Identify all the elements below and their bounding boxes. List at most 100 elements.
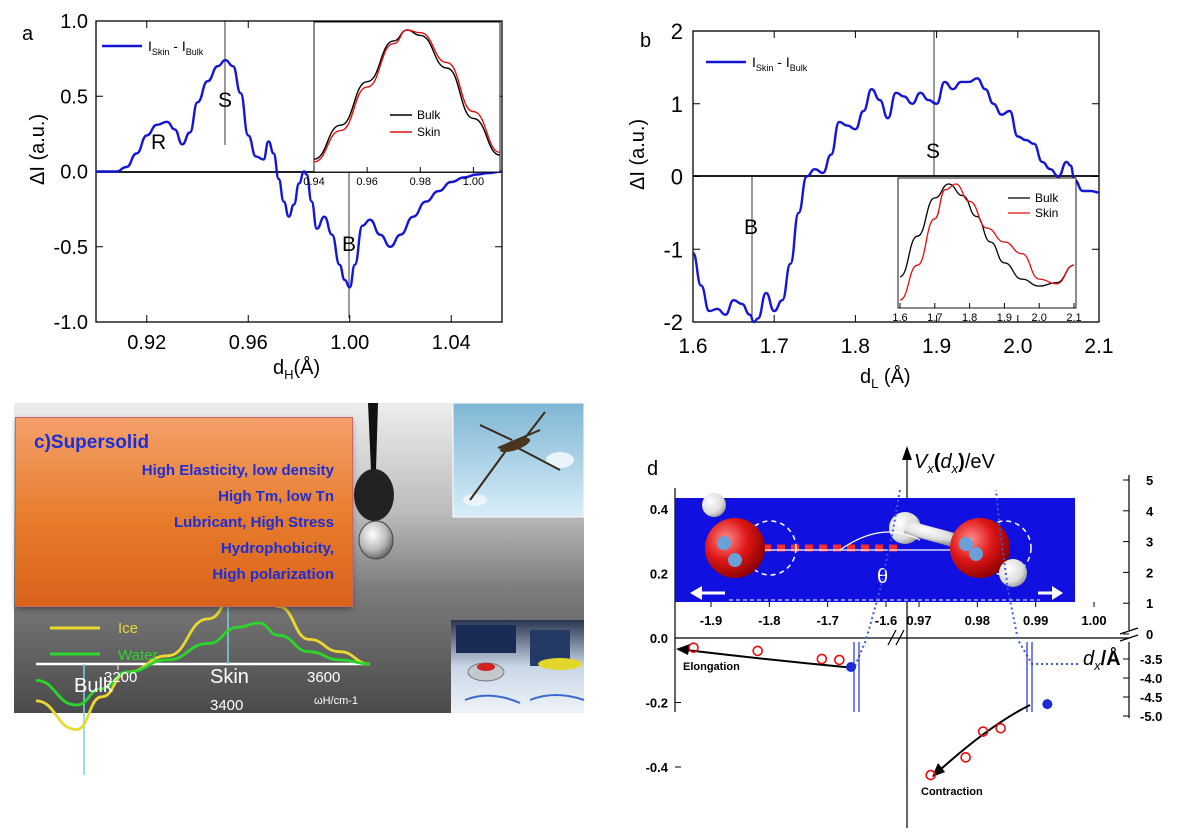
elongation-trend-line <box>685 649 856 669</box>
top-x-tick-label: -1.8 <box>758 613 780 628</box>
curling-broom-icon <box>538 658 582 670</box>
inset-a-bulk-label: Bulk <box>417 108 441 122</box>
lone-pair-right-icon-2 <box>969 547 983 561</box>
inset-x-tick-label: 2.0 <box>1032 312 1047 324</box>
panel-a: a -1.0 -0.5 0.0 0.5 1.0 0.92 0.96 1.00 1.04 R S… <box>22 11 503 382</box>
spectrum-xlabel: ωH/cm-1 <box>314 695 358 707</box>
panel-d-xlabel: dx/Å <box>1083 646 1121 673</box>
theta-label: θ <box>877 566 888 588</box>
x-axis-break-icon <box>887 629 905 646</box>
elongation-point <box>688 642 699 653</box>
elongation-arrow-icon <box>676 644 690 655</box>
water-strider-body <box>499 437 531 453</box>
x-tick-label: 1.00 <box>330 332 369 354</box>
x-tick-label: 0.96 <box>229 332 268 354</box>
top-x-tick-label: -1.9 <box>700 613 722 628</box>
panel-b-ylabel: ΔI (a.u.) <box>627 119 649 190</box>
x-tick-label: 2.0 <box>1003 335 1032 358</box>
annotation-b-b: B <box>744 216 758 239</box>
equilibrium-point <box>1042 699 1053 710</box>
y-tick-label: -1.0 <box>54 312 88 334</box>
y-tick-label: 1.0 <box>60 11 88 33</box>
property-line-2: High Tm, low Tn <box>218 488 334 505</box>
left-y-tick-label: -0.4 <box>646 760 669 775</box>
y-tick-label: 2 <box>671 19 683 44</box>
lone-pair-icon-2 <box>728 553 742 567</box>
arrow-right-head-icon <box>1052 586 1063 600</box>
spoon-handle <box>368 403 378 470</box>
y-tick-label: -0.5 <box>54 237 88 259</box>
contraction-arrow-icon <box>932 763 945 777</box>
inset-x-tick-label: 1.8 <box>962 312 977 324</box>
right-y-tick-label: 4 <box>1146 504 1154 519</box>
surface-dimple <box>463 494 487 506</box>
right-y-tick-label: -4.0 <box>1140 671 1162 686</box>
oxygen-atom-right-icon <box>950 518 1010 578</box>
panel-b-xlabel: dL (Å) <box>860 365 911 391</box>
covalent-bond-icon <box>903 520 961 549</box>
left-y-tick-label: 0.0 <box>650 631 668 646</box>
curler-figure <box>456 625 516 653</box>
panel-b: b -2 -1 0 1 2 1.6 1.7 1.8 1.9 2.0 2.1 S B ISkin -… <box>627 19 1114 391</box>
property-line-5: High polarization <box>212 566 334 583</box>
panel-b-y-ticks: -2 -1 0 1 2 <box>663 19 1099 335</box>
right-y-tick-label: 0 <box>1146 627 1153 642</box>
angle-arc <box>839 531 921 551</box>
legend-water-label: Water <box>118 647 157 664</box>
panel-d: d 0.4 0.2 0.0 -0.2 -0.4 5 4 3 2 1 0 -3.5 -4.0 -4.5 -5… <box>646 446 1162 828</box>
y-tick-label: 0 <box>671 165 683 190</box>
spectrum-skin-label: Skin <box>210 666 249 688</box>
spectrum-bulk-label: Bulk <box>74 675 114 697</box>
top-x-tick-label: -1.7 <box>816 613 838 628</box>
legend-ice-label: Ice <box>118 620 138 637</box>
left-y-tick-label: 0.2 <box>650 567 668 582</box>
spoon-bowl <box>354 469 394 521</box>
lone-pair-icon <box>717 536 731 550</box>
inset-x-tick-label: 0.96 <box>356 176 377 188</box>
spectrum-tick-label-3200: 3200 <box>104 669 137 686</box>
lone-pair-right-icon <box>959 537 973 551</box>
hydrogen-atom-right-icon <box>999 559 1027 587</box>
panel-d-right-ticks: 5 4 3 2 1 0 -3.5 -4.0 -4.5 -5.0 <box>1123 473 1162 724</box>
y-tick-label: 1 <box>671 92 683 117</box>
contraction-point <box>960 752 971 763</box>
right-y-tick-label: 1 <box>1146 596 1153 611</box>
annotation-r: R <box>151 131 166 154</box>
spectrum-water-curve <box>35 621 371 707</box>
panel-d-scatter-points <box>688 642 1053 781</box>
x-tick-label: 1.04 <box>432 332 471 354</box>
x-tick-label: 0.92 <box>127 332 166 354</box>
supersolid-title: c)Supersolid <box>34 432 150 453</box>
water-drop <box>358 520 394 560</box>
left-y-tick-label: 0.4 <box>650 502 669 517</box>
y-tick-label: 0.0 <box>60 162 88 184</box>
property-line-4: Hydrophobicity, <box>220 540 334 557</box>
panel-d-top-ticks: -1.9 -1.8 -1.7 -1.6 0.97 0.98 0.99 1.00 <box>700 602 1107 628</box>
right-y-tick-label: 2 <box>1146 565 1153 580</box>
panel-a-inset-skin-curve <box>313 29 501 163</box>
elongation-point <box>834 654 845 666</box>
contraction-point <box>995 722 1006 734</box>
inset-x-tick-label: 2.1 <box>1066 312 1081 324</box>
panel-a-label: a <box>22 23 34 45</box>
inset-a-skin-label: Skin <box>417 125 440 139</box>
inset-b-skin-label: Skin <box>1035 206 1058 220</box>
panel-b-inset-bulk-curve <box>899 183 1075 287</box>
top-x-tick-label: 0.99 <box>1023 613 1048 628</box>
contraction-point <box>977 726 989 737</box>
panel-b-inset-ticks: 1.6 1.7 1.8 1.9 2.0 2.1 <box>892 303 1082 324</box>
y-tick-label: 0.5 <box>60 86 88 108</box>
panel-a-xlabel: dH(Å) <box>273 356 320 382</box>
panel-a-inset-ticks: 0.94 0.96 0.98 1.00 <box>303 167 484 188</box>
panel-b-label: b <box>640 30 651 52</box>
panel-a-legend: ISkin - IBulk <box>148 38 204 57</box>
contraction-trend-line <box>939 704 1031 771</box>
center-axis-arrow-icon <box>902 446 912 460</box>
x-tick-label: 1.6 <box>678 335 707 358</box>
panel-a-x-ticks: 0.92 0.96 1.00 1.04 <box>127 21 471 354</box>
equilibrium-point <box>846 662 856 673</box>
spectrum-tick-label-3400: 3400 <box>210 697 243 714</box>
annotation-b: B <box>342 233 356 256</box>
right-y-tick-label: 3 <box>1146 535 1153 550</box>
ice-rings <box>464 694 585 704</box>
